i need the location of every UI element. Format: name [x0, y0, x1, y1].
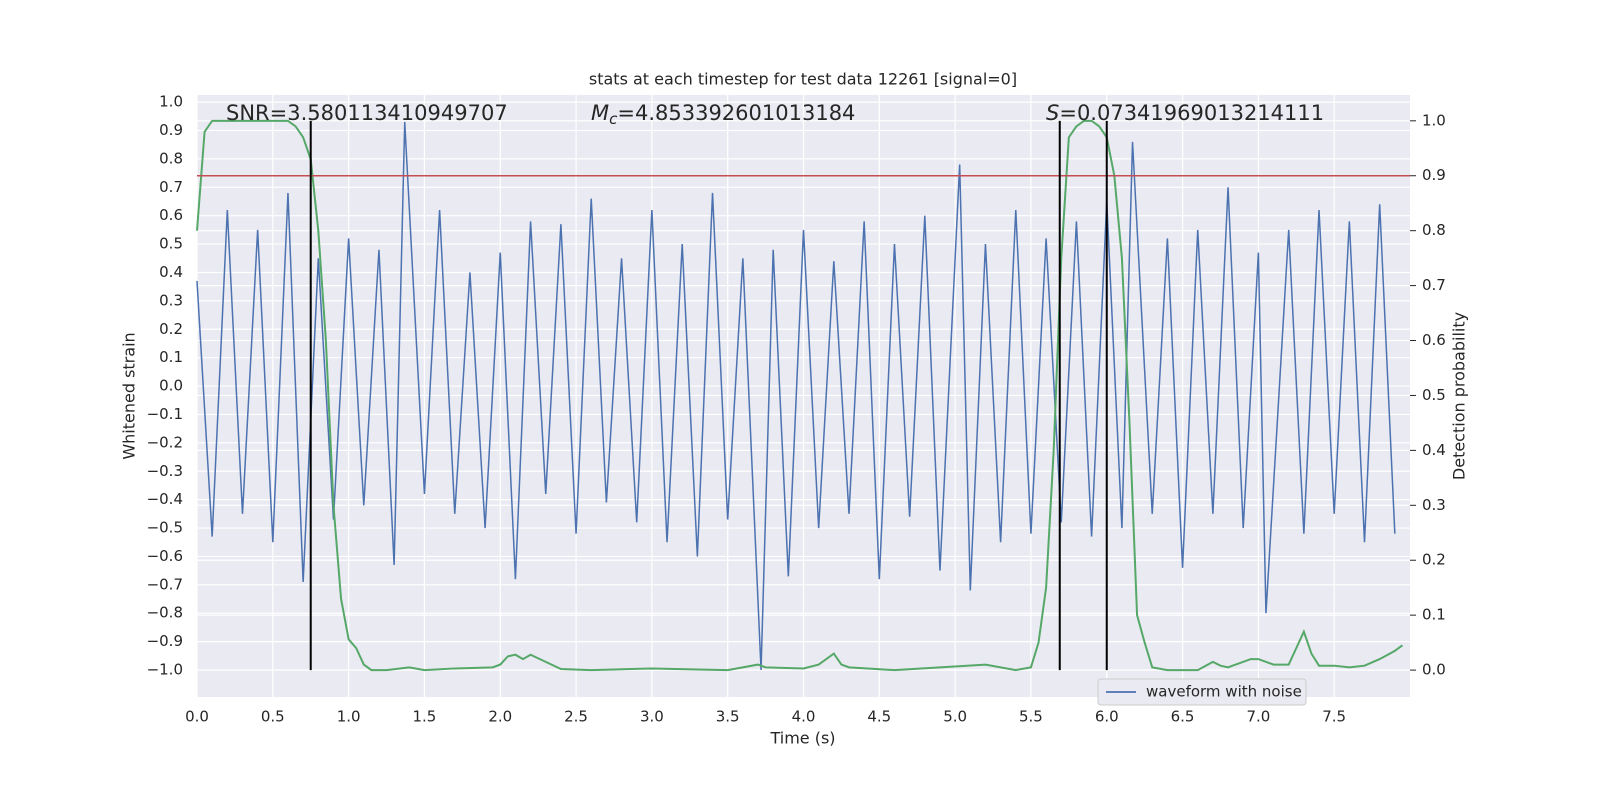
- annotation-symbol: M: [591, 101, 609, 125]
- x-axis-label: Time (s): [769, 729, 835, 748]
- y2-tick-label: 0.7: [1422, 276, 1446, 294]
- x-tick-label: 5.0: [943, 708, 967, 726]
- x-tick-label: 6.5: [1171, 708, 1195, 726]
- annotation-text: =4.853392601013184: [617, 101, 855, 125]
- x-tick-label: 6.0: [1095, 708, 1119, 726]
- y-tick-label: 0.2: [159, 320, 183, 338]
- y2-tick-label: 0.2: [1422, 551, 1446, 569]
- x-tick-label: 1.0: [337, 708, 361, 726]
- x-tick-label: 4.5: [867, 708, 891, 726]
- x-tick-label: 3.0: [640, 708, 664, 726]
- y-tick-label: 0.7: [159, 178, 183, 196]
- x-tick-label: 2.0: [488, 708, 512, 726]
- y2-tick-label: 0.0: [1422, 661, 1446, 679]
- y2-tick-label: 0.6: [1422, 331, 1446, 349]
- legend-label: waveform with noise: [1146, 683, 1302, 701]
- y-tick-label: −0.4: [147, 490, 183, 508]
- y-axis-label: Whitened strain: [120, 332, 139, 459]
- y-tick-label: 0.1: [159, 348, 183, 366]
- y-tick-label: 0.3: [159, 291, 183, 309]
- annotation: S=0.07341969013214111: [1046, 101, 1324, 125]
- y-tick-label: 0.5: [159, 235, 183, 253]
- x-tick-label: 7.5: [1322, 708, 1346, 726]
- y-tick-label: 1.0: [159, 93, 183, 111]
- y2-tick-label: 0.5: [1422, 386, 1446, 404]
- y-tick-label: −0.7: [147, 575, 183, 593]
- annotation-subscript: c: [609, 110, 618, 128]
- x-tick-label: 0.0: [185, 708, 209, 726]
- annotation-text: =0.07341969013214111: [1059, 101, 1324, 125]
- y2-axis-label: Detection probability: [1450, 312, 1469, 480]
- y2-tick-label: 0.1: [1422, 606, 1446, 624]
- y-tick-label: −0.8: [147, 604, 183, 622]
- y-tick-label: 0.0: [159, 377, 183, 395]
- x-tick-label: 5.5: [1019, 708, 1043, 726]
- y-tick-label: −1.0: [147, 661, 183, 679]
- legend: waveform with noise: [1097, 678, 1307, 706]
- y-tick-label: −0.9: [147, 632, 183, 650]
- y-tick-label: 0.9: [159, 121, 183, 139]
- legend-box: [1097, 678, 1307, 706]
- y-tick-label: 0.8: [159, 149, 183, 167]
- x-tick-label: 2.5: [564, 708, 588, 726]
- x-tick-label: 7.0: [1246, 708, 1270, 726]
- y2-tick-label: 0.9: [1422, 166, 1446, 184]
- y-tick-label: −0.6: [147, 547, 183, 565]
- x-tick-label: 1.5: [413, 708, 437, 726]
- x-tick-label: 0.5: [261, 708, 285, 726]
- series-line: [196, 121, 1396, 671]
- y-tick-label: 0.6: [159, 206, 183, 224]
- y-tick-label: −0.5: [147, 519, 183, 537]
- y2-tick-label: 0.4: [1422, 441, 1446, 459]
- y-tick-label: 0.4: [159, 263, 183, 281]
- annotation: SNR=3.580113410949707: [226, 101, 508, 125]
- x-tick-label: 3.5: [716, 708, 740, 726]
- y2-tick-label: 0.3: [1422, 496, 1446, 514]
- series-line: [196, 119, 1404, 672]
- chart-title: stats at each timestep for test data 122…: [589, 70, 1017, 89]
- y2-tick-label: 0.8: [1422, 221, 1446, 239]
- annotation-symbol: S: [1046, 101, 1059, 125]
- y-tick-label: −0.1: [147, 405, 183, 423]
- x-tick-label: 4.0: [792, 708, 816, 726]
- y-tick-label: −0.3: [147, 462, 183, 480]
- y2-tick-label: 1.0: [1422, 111, 1446, 129]
- annotation: Mc=4.853392601013184: [591, 101, 855, 128]
- y-tick-label: −0.2: [147, 433, 183, 451]
